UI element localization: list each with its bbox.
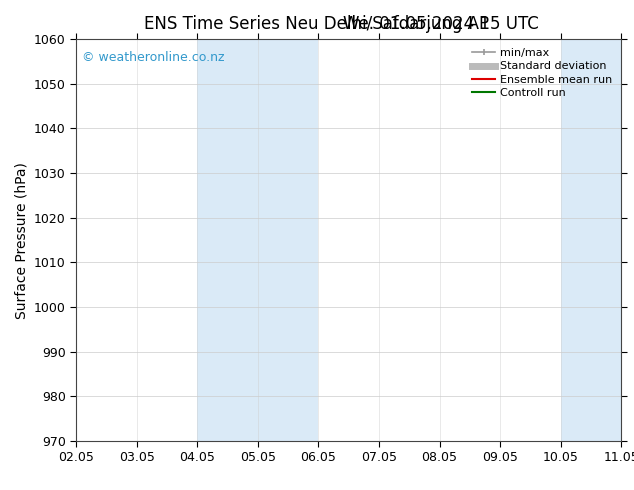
Legend: min/max, Standard deviation, Ensemble mean run, Controll run: min/max, Standard deviation, Ensemble me… xyxy=(469,45,616,101)
Text: We. 01.05.2024 15 UTC: We. 01.05.2024 15 UTC xyxy=(343,15,539,33)
Y-axis label: Surface Pressure (hPa): Surface Pressure (hPa) xyxy=(14,162,29,318)
Text: ENS Time Series Neu Delhi/Safdarjung AP: ENS Time Series Neu Delhi/Safdarjung AP xyxy=(145,15,489,33)
Bar xyxy=(560,39,634,441)
Text: © weatheronline.co.nz: © weatheronline.co.nz xyxy=(82,51,224,64)
Bar xyxy=(197,39,318,441)
